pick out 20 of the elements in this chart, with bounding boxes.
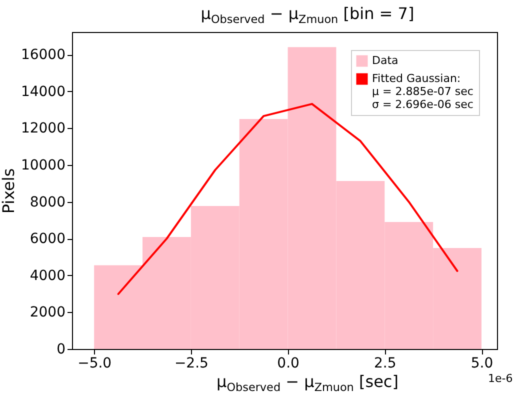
x-tick-label: 2.5 [374,356,396,372]
y-tick-label: 0 [56,342,66,358]
x-tick-label: 5.0 [470,356,494,372]
y-tick-label: 8000 [30,194,66,210]
text: 1e-6 [488,372,513,385]
y-tick-label: 6000 [30,231,66,248]
y-tick-label: 14000 [20,84,66,100]
x-tick-label: −2.5 [174,356,208,372]
x-tick-label: 0.0 [277,356,300,372]
y-tick-label: 16000 [20,47,66,64]
y-tick-label: 12000 [20,120,66,137]
y-tick-label: 2000 [30,304,66,321]
y-tick-label: 10000 [20,158,66,174]
x-axis-title: μ$_{Observed}$ − μ$_{Zmuon}$ [sec] [216,372,398,394]
x-tick-label: −5.0 [78,356,112,372]
chart-title: μ$_{Observed}$ − μ$_{Zmuon}$ [bin = 7] [200,4,416,26]
y-axis-title: Pixels [0,168,18,214]
legend-label: Fitted Gaussian: μ = 2.885e-07 sec σ = 2.696e-06 sec [372,72,474,111]
y-tick-label: 4000 [30,268,66,284]
legend-label: Data [372,54,398,67]
